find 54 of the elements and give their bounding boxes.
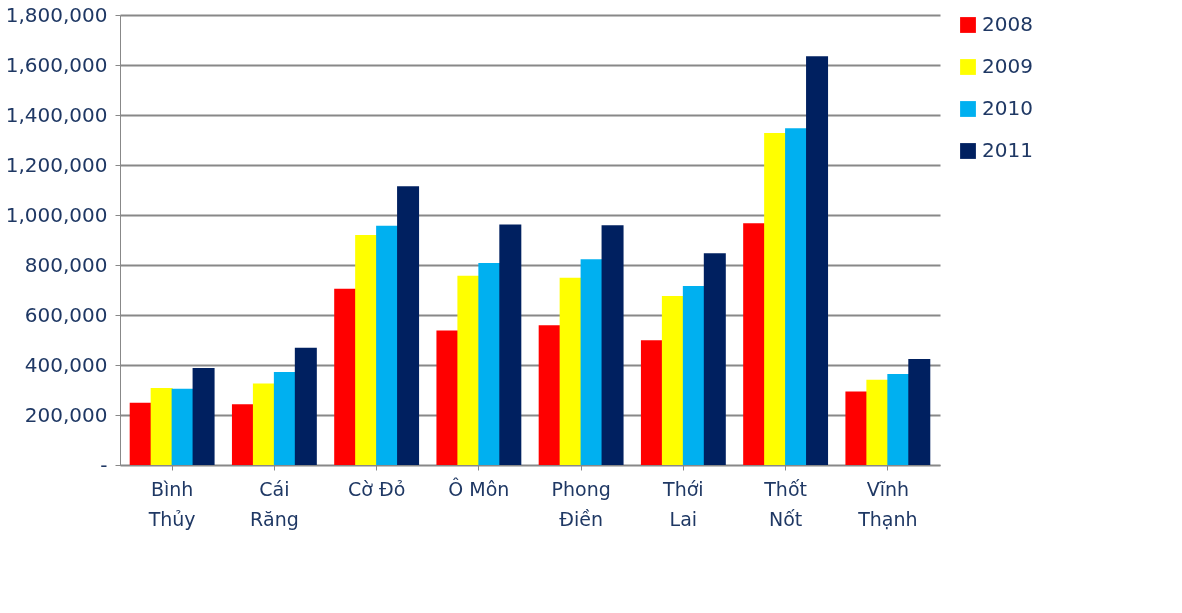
bar xyxy=(457,275,480,465)
bar xyxy=(192,368,215,465)
bar xyxy=(231,404,254,465)
legend-label: 2009 xyxy=(982,54,1033,78)
bar xyxy=(397,186,420,465)
x-tick-label: Bình Thủy xyxy=(147,477,196,530)
bar xyxy=(499,224,522,465)
y-tick-label: 800,000 xyxy=(24,252,108,277)
x-tick-label: Vĩnh Thạnh xyxy=(857,477,918,530)
bar xyxy=(764,133,787,465)
bar xyxy=(273,372,296,465)
bar xyxy=(845,391,868,465)
bar xyxy=(908,359,931,465)
legend-label: 2011 xyxy=(982,138,1033,162)
bar xyxy=(661,296,684,465)
x-tick-label: Thốt Nốt xyxy=(763,477,807,530)
bar xyxy=(682,286,705,465)
bar xyxy=(538,325,561,465)
y-tick-label: 1,400,000 xyxy=(5,102,108,127)
bar xyxy=(806,56,829,465)
y-tick-label: 600,000 xyxy=(24,302,108,327)
bar xyxy=(703,253,726,465)
bar xyxy=(436,330,459,465)
y-tick-label: - xyxy=(100,452,108,477)
bar xyxy=(252,383,275,465)
bar xyxy=(478,263,501,465)
bar xyxy=(866,379,889,465)
legend-label: 2010 xyxy=(982,96,1033,120)
bar xyxy=(129,402,152,465)
y-tick-label: 1,000,000 xyxy=(5,202,108,227)
bar xyxy=(334,288,357,465)
x-tick-label: Cái Răng xyxy=(249,477,299,530)
bar xyxy=(785,128,808,465)
bar xyxy=(376,225,399,465)
x-tick-label: Cờ Đỏ xyxy=(347,477,406,500)
legend-label: 2008 xyxy=(982,12,1033,36)
bar xyxy=(580,259,603,465)
bar xyxy=(601,225,624,465)
y-tick-label: 200,000 xyxy=(24,402,108,427)
y-tick-label: 1,800,000 xyxy=(5,2,108,27)
y-tick-label: 1,200,000 xyxy=(5,152,108,177)
bar xyxy=(559,277,582,465)
bar xyxy=(150,388,173,465)
y-tick-label: 400,000 xyxy=(24,352,108,377)
x-tick-label: Ô Môn xyxy=(448,476,510,500)
x-tick-label: Phong Điền xyxy=(551,477,611,530)
bar xyxy=(743,223,766,465)
bar xyxy=(294,347,317,465)
bar xyxy=(640,340,663,465)
bar xyxy=(171,388,194,465)
bar xyxy=(355,235,378,465)
bar xyxy=(887,374,910,465)
x-tick-label: Thới Lai xyxy=(662,477,704,530)
y-tick-label: 1,600,000 xyxy=(5,52,108,77)
